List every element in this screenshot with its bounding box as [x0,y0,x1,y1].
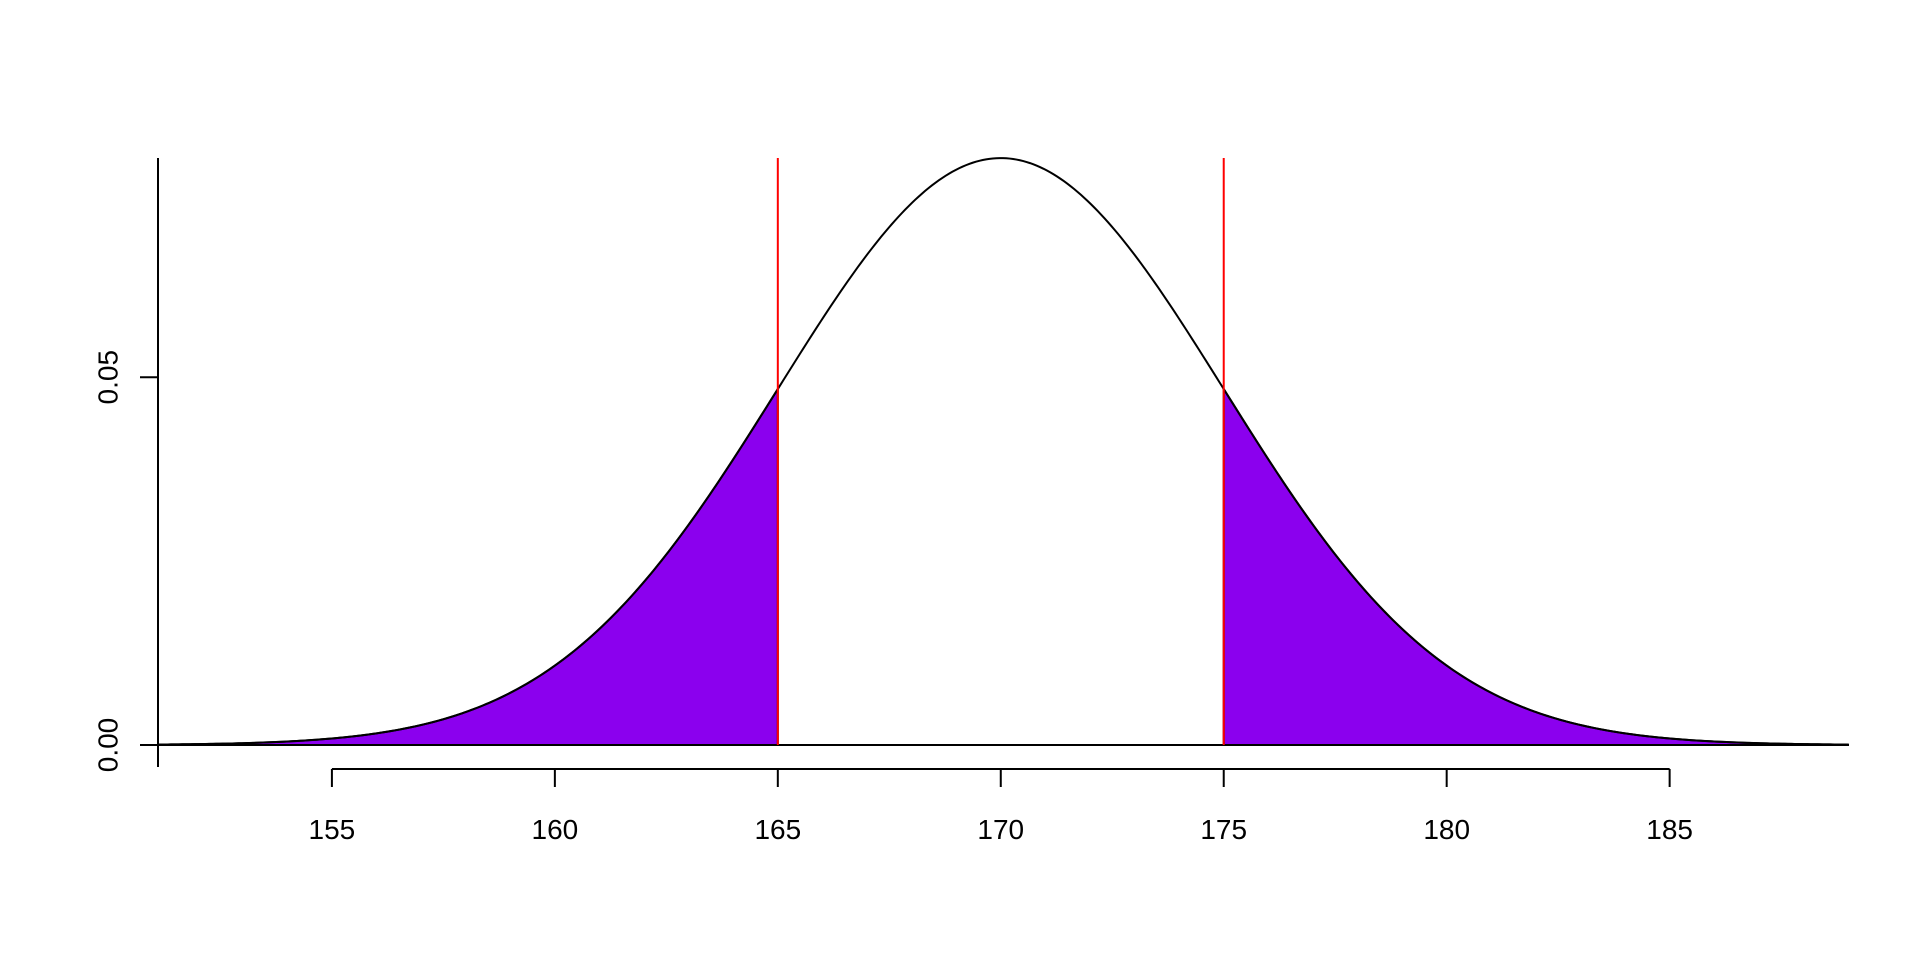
x-tick-label: 180 [1423,814,1470,845]
plot-area [157,157,1849,746]
y-tick-label: 0.05 [92,350,123,405]
density-curve [157,157,1849,746]
shaded-region-right [1222,385,1849,746]
x-tick-label: 155 [309,814,356,845]
y-tick-label: 0.00 [92,718,123,773]
x-tick-label: 160 [532,814,579,845]
axes: 0.00 0.05 155 160 165 170 175 180 185 [92,158,1693,845]
x-tick-label: 175 [1200,814,1247,845]
x-tick-label: 165 [754,814,801,845]
x-tick-label: 185 [1646,814,1693,845]
x-tick-label: 170 [977,814,1024,845]
shaded-region-left [157,385,779,746]
